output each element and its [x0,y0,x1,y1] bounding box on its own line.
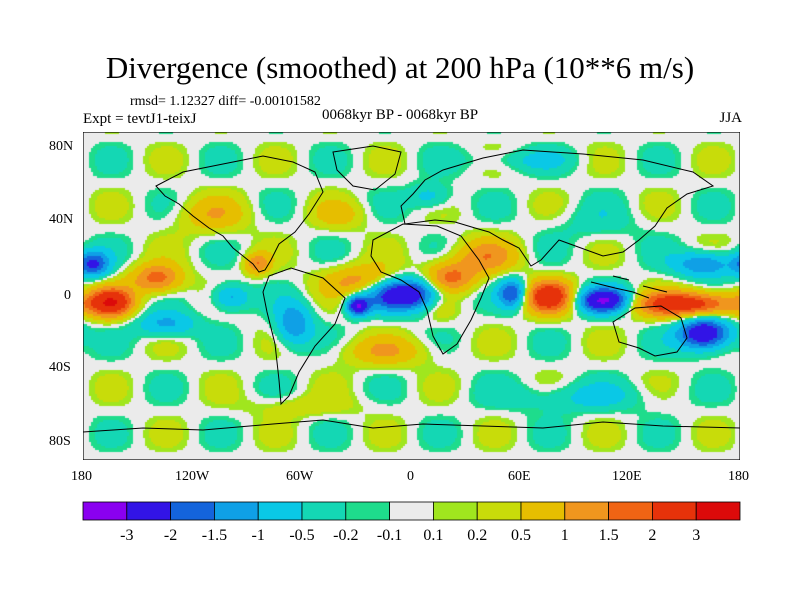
y-tick-40n: 40N [49,212,74,227]
y-tick-80s: 80S [49,434,71,449]
colorbar-swatch [213,501,259,521]
colorbar-swatch [564,501,609,521]
period-label: 0068kyr BP - 0068kyr BP [322,107,479,123]
colorbar-swatch [432,501,478,521]
colorbar-label: 1.5 [599,527,619,544]
colorbar-swatch [652,501,697,521]
coastline-eurasia [400,149,715,267]
map-frame [83,132,740,460]
colorbar-swatch [695,501,741,521]
colorbar-label: -1 [252,527,265,544]
y-tick-0: 0 [64,288,71,303]
y-tick-40s: 40S [49,360,71,375]
coastline-africa [370,223,490,355]
x-tick-0: 0 [407,469,414,484]
colorbar-swatch [345,501,390,521]
y-tick-80n: 80N [49,139,74,154]
colorbar-swatch [389,501,434,521]
x-tick-60w: 60W [286,469,314,484]
colorbar-label: 1 [561,527,569,544]
colorbar-label: 0.5 [511,527,531,544]
x-tick-120w: 120W [175,469,210,484]
colorbar-label: -2 [164,527,177,544]
colorbar-label: -0.1 [377,527,402,544]
colorbar-label: -1.5 [202,527,227,544]
experiment-label: Expt = tevtJ1-teixJ [83,111,197,127]
colorbar-label: 2 [648,527,656,544]
x-tick-180e: 180 [728,469,749,484]
colorbar: -3 -2 -1.5 -1 -0.5 -0.2 -0.1 0.1 0.2 0.5 1 1.5 2 3 [82,501,741,544]
x-tick-120e: 120E [612,469,642,484]
coastline-indonesia [590,275,668,299]
colorbar-label: 0.2 [467,527,487,544]
divergence-field [83,132,740,460]
coastline-antarctica [83,419,740,433]
coastline-greenland [332,145,402,191]
colorbar-label: 3 [692,527,700,544]
coastline-overlay [83,132,740,460]
colorbar-swatch [608,501,653,521]
colorbar-swatch [257,501,303,521]
coastline-north-america [155,155,324,273]
colorbar-label: -0.2 [333,527,358,544]
x-tick-60e: 60E [508,469,531,484]
colorbar-swatch [82,501,128,521]
season-label: JJA [719,110,742,126]
coastline-south-america [262,267,346,406]
colorbar-label: 0.1 [423,527,443,544]
coastline-australia [612,305,688,357]
colorbar-swatch [301,501,347,521]
chart-title: Divergence (smoothed) at 200 hPa (10**6 … [105,50,695,85]
x-tick-180w: 180 [71,469,92,484]
colorbar-swatch [126,501,172,521]
colorbar-label: -0.5 [289,527,314,544]
colorbar-label: -3 [120,527,133,544]
colorbar-swatch [476,501,522,521]
colorbar-swatch [520,501,566,521]
colorbar-swatch [170,501,215,521]
map-panel: 80N 40N 0 40S 80S 180 120W 60W 0 60E 120… [49,132,749,484]
stats-text: rmsd= 1.12327 diff= -0.00101582 [130,94,321,109]
